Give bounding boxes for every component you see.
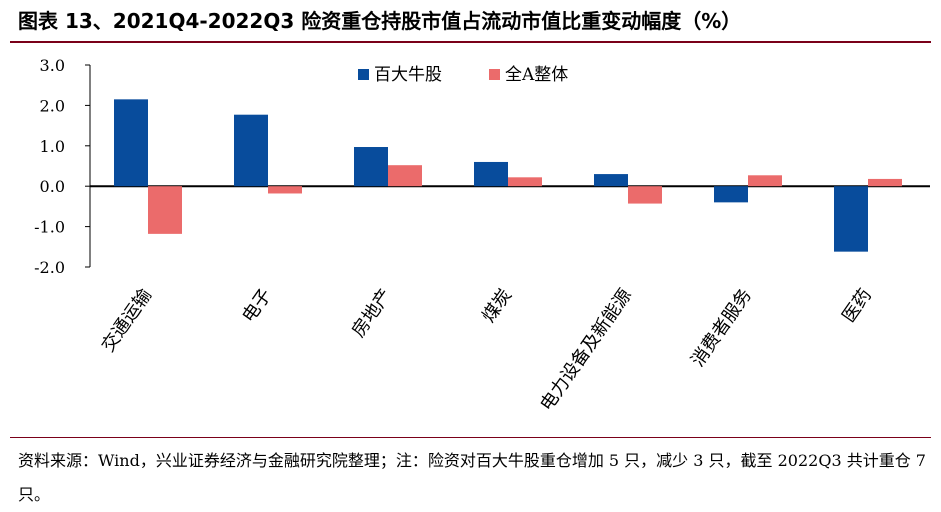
legend-swatch-2 — [489, 69, 500, 80]
source-note: 资料来源：Wind，兴业证券经济与金融研究院整理；注：险资对百大牛股重仓增加 5… — [18, 451, 926, 504]
x-category-label: 电力设备及新能源 — [536, 285, 636, 415]
x-category-label: 煤炭 — [478, 285, 516, 327]
y-tick-label: 0.0 — [40, 177, 65, 196]
bar-all-a-0 — [148, 186, 182, 234]
x-category-label: 房地产 — [348, 285, 396, 341]
bar-top100-4 — [594, 174, 628, 187]
bar-all-a-2 — [388, 165, 422, 187]
bar-all-a-3 — [508, 177, 542, 187]
footer-rule — [10, 437, 931, 438]
title-rule — [10, 41, 931, 43]
legend-swatch-1 — [358, 69, 369, 80]
legend-label-2: 全A整体 — [505, 65, 568, 85]
bar-top100-6 — [834, 186, 868, 252]
y-tick-label: 1.0 — [40, 137, 65, 156]
bar-top100-2 — [354, 147, 388, 187]
legend: 百大牛股 全A整体 — [358, 65, 568, 85]
y-tick-label: 2.0 — [40, 96, 65, 115]
bar-top100-0 — [114, 99, 148, 187]
bar-top100-5 — [714, 186, 748, 203]
y-tick-label: -1.0 — [34, 218, 65, 237]
axis-labels: 交通运输 电子 房地产 煤炭 电力设备及新能源 消费者服务 医药 — [98, 285, 876, 415]
x-category-label: 交通运输 — [98, 285, 156, 356]
bar-chart: 3.0 2.0 1.0 0.0 -1.0 -2.0 交通运输 电子 房地产 煤炭 电力设备及新能源… — [34, 56, 930, 415]
bar-all-a-4 — [628, 186, 662, 204]
x-category-label: 医药 — [838, 285, 876, 327]
page-title: 图表 13、2021Q4-2022Q3 险资重仓持股市值占流动市值比重变动幅度（… — [18, 9, 742, 33]
bars — [114, 99, 902, 252]
bar-all-a-1 — [268, 186, 302, 194]
bar-top100-1 — [234, 114, 268, 187]
bar-top100-3 — [474, 161, 508, 187]
x-category-label: 电子 — [238, 285, 276, 327]
y-tick-label: 3.0 — [40, 56, 65, 75]
bar-all-a-5 — [748, 175, 782, 187]
legend-label-1: 百大牛股 — [374, 65, 442, 85]
bar-all-a-6 — [868, 178, 902, 187]
y-tick-label: -2.0 — [34, 258, 65, 277]
x-category-label: 消费者服务 — [687, 285, 756, 371]
